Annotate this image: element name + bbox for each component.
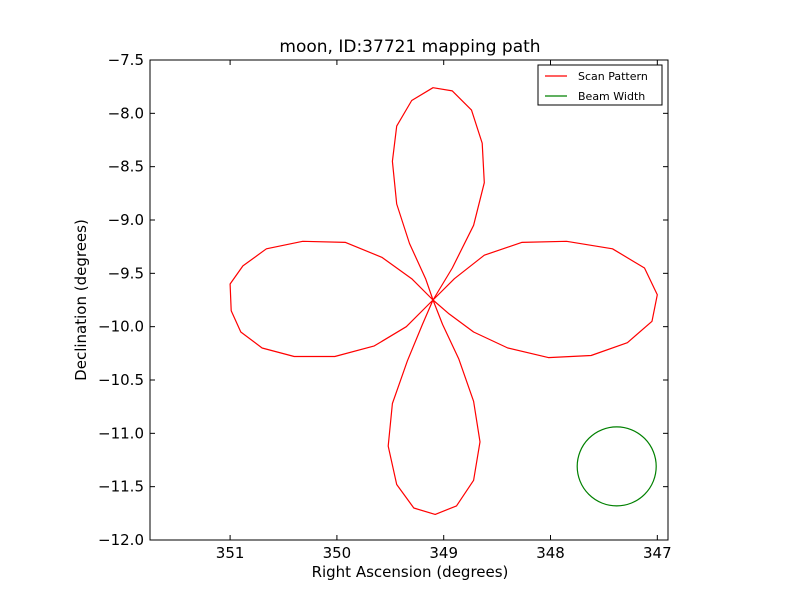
x-tick-label: 347 xyxy=(643,544,672,562)
y-tick-label: −12.0 xyxy=(98,531,144,549)
y-tick-label: −11.5 xyxy=(98,478,144,496)
x-axis-label: Right Ascension (degrees) xyxy=(312,563,509,581)
chart-title: moon, ID:37721 mapping path xyxy=(279,37,540,57)
x-tick-label: 350 xyxy=(323,544,352,562)
y-axis: −7.5 −8.0 −8.5 −9.0 −9.5 −10.0 −10.5 −11.0 −11.5… xyxy=(98,51,668,549)
y-tick-label: −11.0 xyxy=(98,424,144,442)
x-tick-label: 348 xyxy=(536,544,565,562)
plot-frame xyxy=(149,59,669,541)
y-tick-label: −9.5 xyxy=(108,264,144,282)
legend-box xyxy=(537,64,663,106)
legend: Scan Pattern Beam Width xyxy=(537,64,663,106)
plot-area xyxy=(149,59,669,541)
plot-background xyxy=(150,60,668,540)
legend-label-beam-width: Beam Width xyxy=(578,90,645,103)
y-tick-label: −8.5 xyxy=(108,158,144,176)
x-tick-label: 349 xyxy=(429,544,458,562)
y-tick-label: −10.5 xyxy=(98,371,144,389)
x-tick-label: 351 xyxy=(216,544,245,562)
series-beam-width xyxy=(576,426,657,507)
legend-label-scan-pattern: Scan Pattern xyxy=(578,70,648,83)
series-scan-pattern xyxy=(229,87,658,515)
y-tick-label: −10.0 xyxy=(98,318,144,336)
y-axis-label: Declination (degrees) xyxy=(72,219,90,381)
y-tick-label: −8.0 xyxy=(108,104,144,122)
x-axis: 351 350 349 348 347 xyxy=(216,60,672,562)
y-tick-label: −7.5 xyxy=(108,51,144,69)
series-layer xyxy=(229,87,658,515)
y-tick-label: −9.0 xyxy=(108,211,144,229)
